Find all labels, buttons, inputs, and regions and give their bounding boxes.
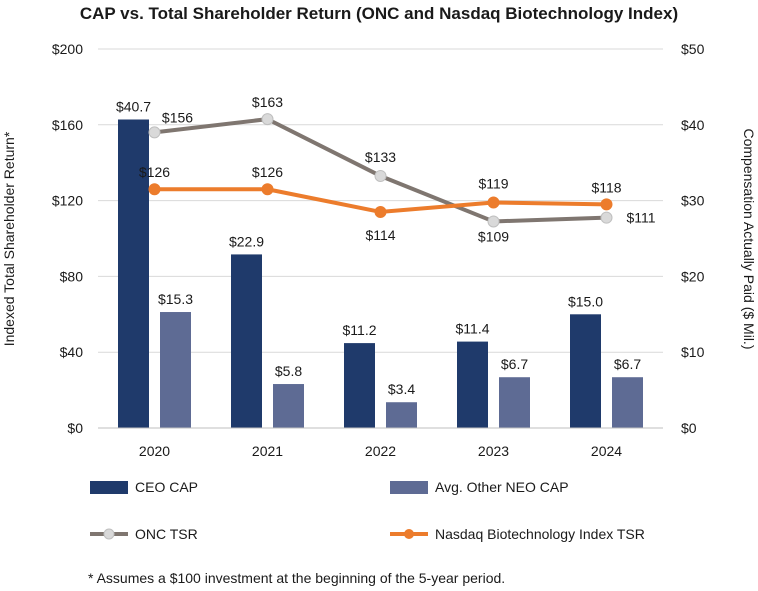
left-tick-label: $120 xyxy=(52,193,83,209)
point-onc-tsr xyxy=(148,126,161,139)
legend: CEO CAP Avg. Other NEO CAP ONC TSR Nasda… xyxy=(90,479,645,542)
x-tick-label: 2020 xyxy=(139,443,170,459)
left-tick-label: $200 xyxy=(52,41,83,57)
point-label-onc-tsr: $111 xyxy=(627,210,656,226)
point-nasdaq-tsr xyxy=(148,183,161,196)
bar-label-ceo-cap: $22.9 xyxy=(229,233,264,249)
point-onc-tsr xyxy=(487,215,500,228)
left-tick-label: $0 xyxy=(67,420,83,436)
bar-avg-neo-cap xyxy=(386,402,417,428)
gridlines xyxy=(98,48,663,353)
legend-swatch-avg-neo-cap xyxy=(390,481,428,494)
x-tick-label: 2024 xyxy=(591,443,622,459)
bar-ceo-cap xyxy=(570,314,601,428)
left-tick-label: $40 xyxy=(60,344,84,360)
point-onc-tsr xyxy=(374,169,387,182)
chart-title: CAP vs. Total Shareholder Return (ONC an… xyxy=(80,4,678,23)
right-tick-label: $0 xyxy=(681,420,697,436)
legend-label-nasdaq-tsr: Nasdaq Biotechnology Index TSR xyxy=(435,526,645,542)
right-tick-label: $50 xyxy=(681,41,705,57)
bar-avg-neo-cap xyxy=(612,377,643,428)
bar-label-avg-neo-cap: $5.8 xyxy=(275,363,302,379)
right-tick-label: $20 xyxy=(681,268,705,284)
bar-ceo-cap xyxy=(231,254,262,428)
right-tick-label: $40 xyxy=(681,117,705,133)
point-nasdaq-tsr xyxy=(261,183,274,196)
bar-data-labels: $40.7 $22.9 $11.2 $11.4 $15.0 $15.3 $5.8 $3.4 $6… xyxy=(116,98,641,397)
bar-label-avg-neo-cap: $6.7 xyxy=(501,356,528,372)
bar-label-ceo-cap: $15.0 xyxy=(568,293,603,309)
legend-swatch-ceo-cap xyxy=(90,481,128,494)
point-nasdaq-tsr xyxy=(600,198,613,211)
point-label-onc-tsr: $163 xyxy=(252,94,283,110)
bar-ceo-cap xyxy=(457,341,488,428)
bar-ceo-cap xyxy=(118,119,149,428)
x-tick-label: 2022 xyxy=(365,443,396,459)
point-onc-tsr xyxy=(261,113,274,126)
point-label-onc-tsr: $156 xyxy=(162,109,193,125)
right-axis-title: Compensation Actually Paid ($ Mil.) xyxy=(741,129,757,350)
point-label-nasdaq-tsr: $114 xyxy=(365,227,395,243)
point-nasdaq-tsr xyxy=(374,205,387,218)
left-axis-title: Indexed Total Shareholder Return* xyxy=(1,131,17,346)
x-tick-label: 2021 xyxy=(252,443,283,459)
bar-label-ceo-cap: $11.4 xyxy=(456,321,490,337)
left-tick-label: $80 xyxy=(60,268,84,284)
point-label-onc-tsr: $133 xyxy=(365,149,396,165)
bar-label-avg-neo-cap: $6.7 xyxy=(614,356,641,372)
right-tick-label: $30 xyxy=(681,193,705,209)
point-nasdaq-tsr xyxy=(487,196,500,209)
bar-avg-neo-cap xyxy=(273,384,304,428)
line-series xyxy=(148,113,613,228)
legend-label-avg-neo-cap: Avg. Other NEO CAP xyxy=(435,479,569,495)
point-label-nasdaq-tsr: $118 xyxy=(591,179,621,195)
legend-marker-onc-tsr xyxy=(103,528,115,540)
point-label-nasdaq-tsr: $119 xyxy=(478,175,508,191)
bar-avg-neo-cap xyxy=(160,312,191,428)
line-data-labels: $156 $163 $133 $109 $111 $126 $126 $114 $119 $118 xyxy=(139,94,656,244)
legend-label-ceo-cap: CEO CAP xyxy=(135,479,198,495)
left-axis-ticks: $0 $40 $80 $120 $160 $200 xyxy=(52,41,83,436)
right-tick-label: $10 xyxy=(681,344,705,360)
left-tick-label: $160 xyxy=(52,117,83,133)
point-label-nasdaq-tsr: $126 xyxy=(139,164,170,180)
point-onc-tsr xyxy=(600,211,613,224)
bar-avg-neo-cap xyxy=(499,377,530,428)
bar-label-avg-neo-cap: $15.3 xyxy=(158,291,193,307)
bar-series xyxy=(118,119,643,428)
bar-ceo-cap xyxy=(344,343,375,428)
footnote: * Assumes a $100 investment at the begin… xyxy=(88,570,505,586)
legend-marker-nasdaq-tsr xyxy=(404,529,414,539)
point-label-nasdaq-tsr: $126 xyxy=(252,164,283,180)
bar-label-avg-neo-cap: $3.4 xyxy=(388,381,415,397)
x-axis-ticks: 2020 2021 2022 2023 2024 xyxy=(139,443,622,459)
bar-label-ceo-cap: $11.2 xyxy=(343,322,377,338)
bar-label-ceo-cap: $40.7 xyxy=(116,98,151,114)
legend-label-onc-tsr: ONC TSR xyxy=(135,526,198,542)
x-tick-label: 2023 xyxy=(478,443,509,459)
point-label-onc-tsr: $109 xyxy=(478,228,509,244)
right-axis-ticks: $0 $10 $20 $30 $40 $50 xyxy=(681,41,705,436)
